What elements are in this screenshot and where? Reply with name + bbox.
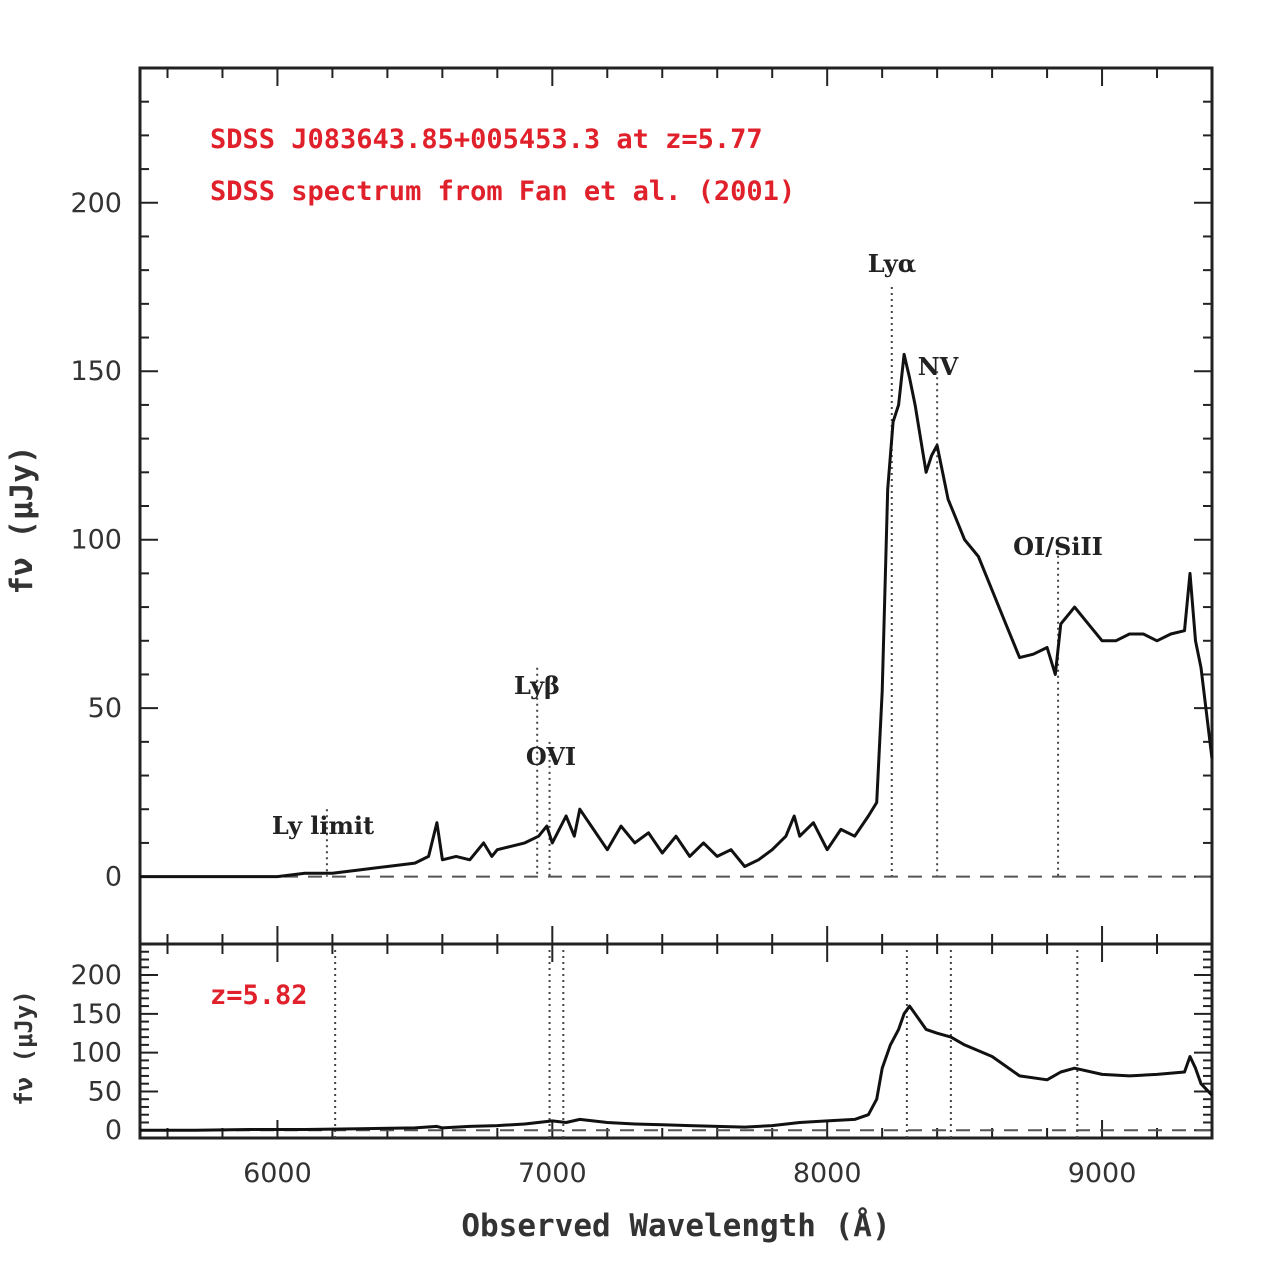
bottom-panel-ticks xyxy=(140,944,1213,1138)
bottom-spectrum xyxy=(140,1004,1214,1132)
y-tick-label: 150 xyxy=(70,356,122,387)
y-tick-label: 100 xyxy=(70,525,122,556)
top-spectrum xyxy=(140,352,1214,879)
source-annotation: SDSS spectrum from Fan et al. (2001) xyxy=(210,176,795,207)
bottom-panel-frame xyxy=(138,942,1214,1140)
x-tick-label: 8000 xyxy=(793,1158,862,1189)
bottom-y-axis-title: fν (μJy) xyxy=(10,990,38,1106)
y-tick-label: 100 xyxy=(70,1038,122,1069)
y-tick-label: 0 xyxy=(105,1115,122,1146)
y-tick-label: 50 xyxy=(88,693,122,724)
bottom-y-tick-labels: 0 50 100 150 200 xyxy=(70,960,122,1146)
top-emission-line-labels: Ly limit Lyβ OVI Lyα NV OI/SiII xyxy=(272,249,1103,840)
emission-line-label: OI/SiII xyxy=(1013,532,1103,561)
top-y-tick-labels: 0 50 100 150 200 xyxy=(70,188,122,893)
x-tick-label: 7000 xyxy=(518,1158,587,1189)
y-tick-label: 200 xyxy=(70,960,122,991)
bottom-emission-lines xyxy=(334,950,1079,1138)
object-annotation: SDSS J083643.85+005453.3 at z=5.77 xyxy=(210,124,763,155)
y-tick-label: 200 xyxy=(70,188,122,219)
spectrum-series-line xyxy=(140,1004,1214,1132)
y-tick-label: 50 xyxy=(88,1076,122,1107)
x-tick-labels: 6000 7000 8000 9000 xyxy=(243,1158,1136,1189)
top-panel-ticks xyxy=(140,68,1213,944)
x-tick-label: 6000 xyxy=(243,1158,312,1189)
x-axis-title: Observed Wavelength (Å) xyxy=(461,1207,890,1244)
x-tick-label: 9000 xyxy=(1068,1158,1137,1189)
emission-line-label: Lyα xyxy=(868,249,916,278)
bottom-annotation: z=5.82 xyxy=(210,980,308,1011)
y-tick-label: 0 xyxy=(105,862,122,893)
top-emission-lines xyxy=(325,287,1060,877)
emission-line-label: Ly limit xyxy=(272,811,374,840)
emission-line-label: NV xyxy=(918,352,959,381)
emission-line-label: Lyβ xyxy=(514,671,560,700)
emission-line-label: OVI xyxy=(526,742,576,771)
top-y-axis-title: fν (μJy) xyxy=(4,445,40,594)
y-tick-label: 150 xyxy=(70,999,122,1030)
spectrum-series-line xyxy=(140,352,1214,879)
